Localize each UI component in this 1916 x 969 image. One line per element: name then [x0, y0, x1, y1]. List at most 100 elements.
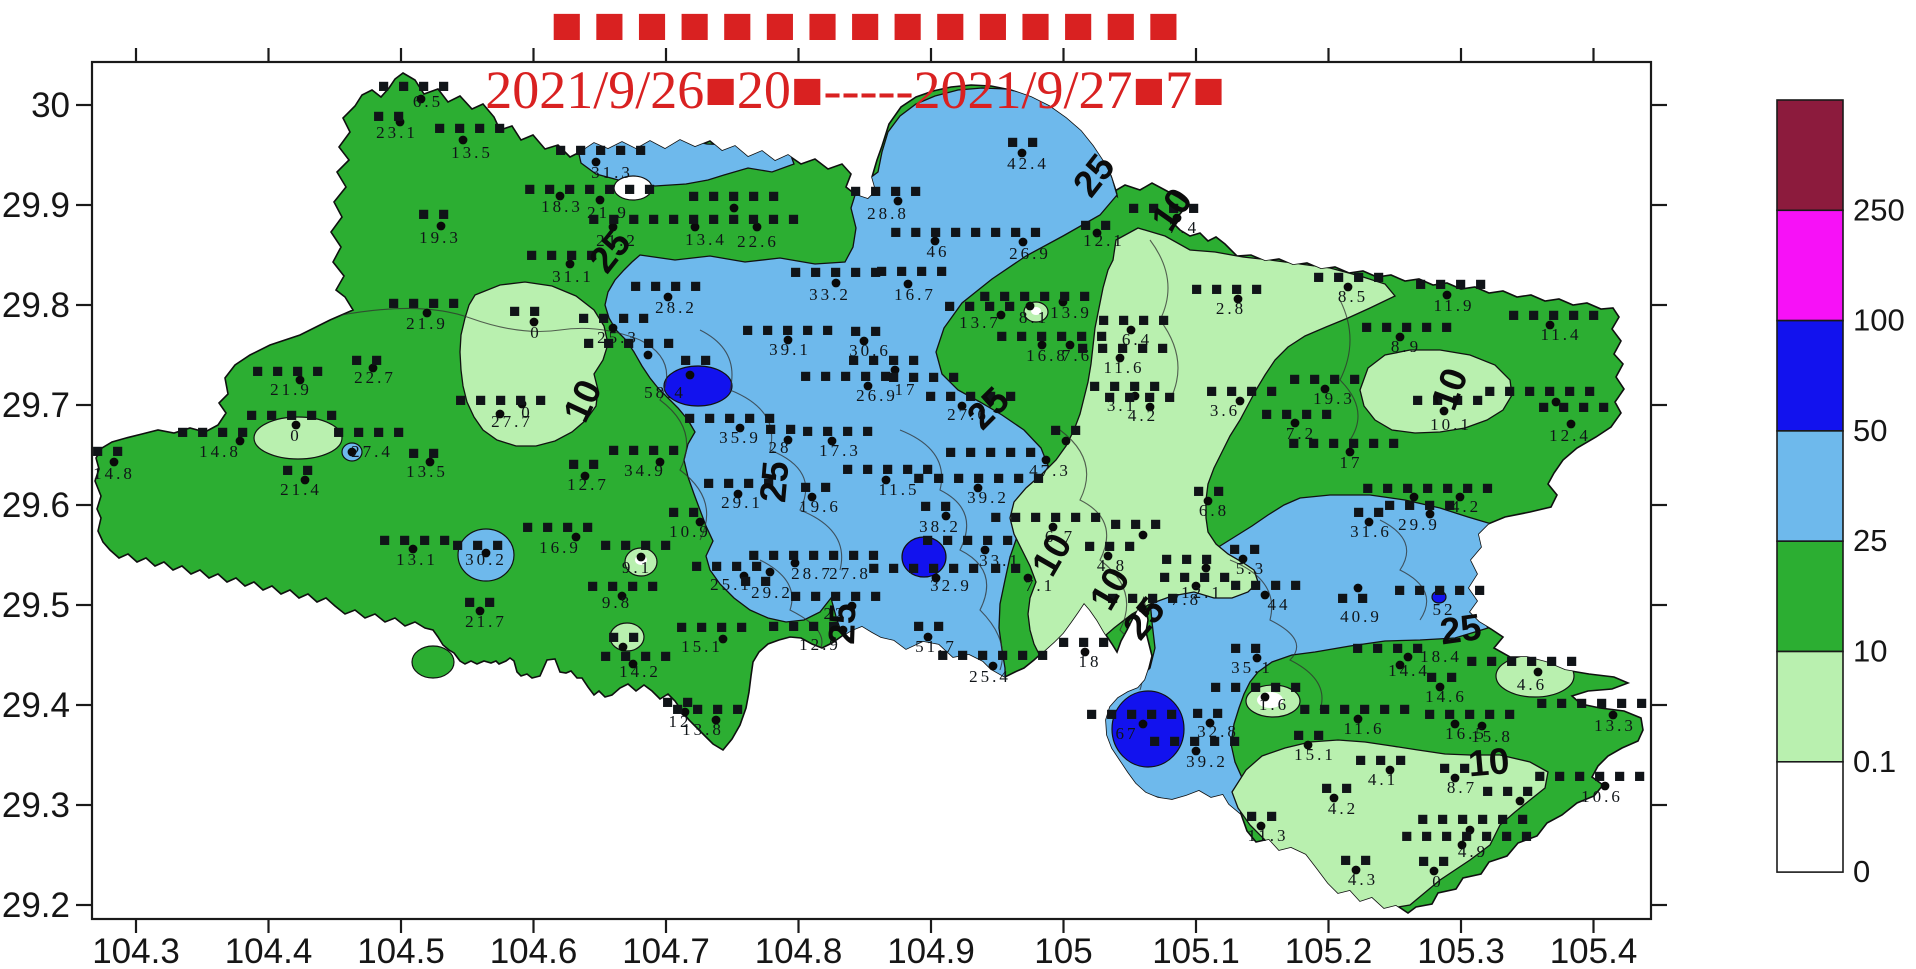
svg-text:25: 25	[1853, 523, 1887, 558]
svg-text:42.4: 42.4	[1007, 154, 1049, 173]
svg-text:■■: ■■	[351, 350, 391, 371]
svg-text:■■■■: ■■■■	[1313, 267, 1393, 288]
svg-text:34.9: 34.9	[624, 461, 666, 480]
svg-text:■■■■: ■■■■	[177, 422, 257, 443]
svg-text:7.4: 7.4	[1169, 218, 1199, 237]
svg-text:■■■■■■: ■■■■■■	[1417, 809, 1537, 830]
svg-text:■■■■: ■■■■	[1159, 567, 1239, 588]
svg-text:47.3: 47.3	[1029, 461, 1071, 480]
svg-text:■■: ■■	[418, 204, 458, 225]
svg-text:■■■■■■: ■■■■■■	[1534, 766, 1654, 787]
svg-text:29.7: 29.7	[2, 386, 70, 425]
svg-text:■■■■: ■■■■	[608, 440, 688, 461]
svg-text:104.6: 104.6	[490, 932, 578, 969]
svg-text:■■■■: ■■■■	[587, 576, 667, 597]
svg-text:■■: ■■	[740, 571, 780, 592]
svg-text:44: 44	[1268, 595, 1291, 614]
svg-text:■■■■■■: ■■■■■■	[990, 507, 1110, 528]
svg-text:■■■: ■■■	[1355, 750, 1415, 771]
svg-text:■■■■■: ■■■■■	[1077, 338, 1177, 359]
svg-text:■■■■■■: ■■■■■■	[1299, 699, 1419, 720]
svg-text:29.1: 29.1	[721, 493, 763, 512]
svg-text:25: 25	[821, 603, 863, 646]
svg-text:■■■■■: ■■■■■	[922, 530, 1022, 551]
svg-text:12: 12	[669, 712, 692, 731]
svg-text:27.6: 27.6	[947, 405, 989, 424]
svg-text:10.1: 10.1	[1430, 415, 1472, 434]
svg-text:13.1: 13.1	[396, 550, 438, 569]
svg-text:29.8: 29.8	[2, 286, 70, 325]
svg-text:14.8: 14.8	[199, 442, 241, 461]
svg-text:■■: ■■	[920, 496, 960, 517]
svg-text:14.4: 14.4	[1388, 661, 1430, 680]
svg-text:250: 250	[1853, 192, 1905, 227]
svg-text:15.1: 15.1	[681, 637, 723, 656]
svg-text:11.5: 11.5	[878, 480, 919, 499]
svg-text:12.1: 12.1	[1181, 583, 1223, 602]
svg-text:104.3: 104.3	[92, 932, 180, 969]
svg-text:35.9: 35.9	[719, 428, 761, 447]
svg-text:■■■■: ■■■■	[768, 616, 848, 637]
svg-text:50: 50	[1853, 413, 1887, 448]
svg-text:2021/9/26■20■-----2021/9/27■7■: 2021/9/26■20■-----2021/9/27■7■	[485, 60, 1224, 120]
svg-text:8.7: 8.7	[1447, 778, 1477, 797]
svg-text:■■: ■■	[1050, 420, 1090, 441]
svg-text:0: 0	[290, 426, 302, 445]
svg-text:23.1: 23.1	[376, 123, 418, 142]
svg-text:■■■■■■: ■■■■■■	[937, 645, 1057, 666]
svg-text:8.1: 8.1	[1019, 308, 1049, 327]
svg-text:■■■■: ■■■■	[379, 530, 459, 551]
svg-text:■■: ■■	[765, 419, 805, 440]
svg-text:104.8: 104.8	[755, 932, 843, 969]
svg-text:100: 100	[1853, 303, 1905, 338]
svg-text:■■: ■■	[1230, 638, 1270, 659]
svg-text:2.8: 2.8	[1216, 299, 1246, 318]
svg-text:■■■■■: ■■■■■	[583, 333, 683, 354]
svg-text:4.1: 4.1	[1368, 770, 1398, 789]
svg-text:4.2: 4.2	[1451, 497, 1481, 516]
svg-text:■■: ■■	[1340, 850, 1380, 871]
svg-text:13.3: 13.3	[1594, 716, 1636, 735]
svg-text:26.9: 26.9	[856, 386, 898, 405]
svg-text:4.2: 4.2	[1128, 406, 1158, 425]
svg-text:■■■■: ■■■■	[1289, 369, 1369, 390]
svg-text:■■: ■■	[990, 558, 1030, 579]
svg-text:14.6: 14.6	[1425, 687, 1467, 706]
svg-text:■■: ■■	[800, 477, 840, 498]
svg-text:18.4: 18.4	[1420, 647, 1462, 666]
svg-text:■■■■■■■: ■■■■■■■	[1401, 826, 1541, 847]
svg-text:9.8: 9.8	[602, 593, 632, 612]
svg-text:7.8: 7.8	[1171, 590, 1201, 609]
svg-text:■■■■■■■■■■■■■■■: ■■■■■■■■■■■■■■■	[550, 0, 1189, 55]
svg-text:■■: ■■	[1293, 725, 1333, 746]
svg-text:28.2: 28.2	[655, 298, 697, 317]
svg-text:7.2: 7.2	[1286, 424, 1316, 443]
svg-text:10.9: 10.9	[669, 522, 711, 541]
svg-text:104.5: 104.5	[357, 932, 445, 969]
svg-text:■■■■: ■■■■	[1128, 198, 1208, 219]
svg-text:■■■■: ■■■■	[888, 367, 968, 388]
svg-text:■■■■■■■: ■■■■■■■	[524, 179, 664, 200]
svg-text:22.7: 22.7	[354, 368, 396, 387]
svg-text:17.3: 17.3	[819, 441, 861, 460]
svg-text:0: 0	[1853, 854, 1870, 889]
svg-text:■■■■■■■■: ■■■■■■■■	[890, 222, 1050, 243]
svg-text:■■: ■■	[1080, 215, 1120, 236]
svg-text:12.7: 12.7	[567, 475, 609, 494]
svg-text:■■: ■■	[1418, 851, 1458, 872]
svg-text:4.3: 4.3	[1348, 870, 1378, 889]
svg-text:■■: ■■	[1007, 132, 1047, 153]
svg-text:13.8: 13.8	[682, 720, 724, 739]
svg-text:■■■■■■■■■■■: ■■■■■■■■■■■	[588, 209, 808, 230]
svg-text:10: 10	[1466, 740, 1511, 784]
svg-text:29.9: 29.9	[2, 186, 70, 225]
svg-text:■■■: ■■■	[1110, 514, 1170, 535]
svg-text:29.9: 29.9	[1398, 515, 1440, 534]
svg-text:12.1: 12.1	[1083, 231, 1125, 250]
svg-text:■■■■■: ■■■■■	[1361, 317, 1461, 338]
svg-text:11.4: 11.4	[1540, 325, 1581, 344]
svg-text:■■: ■■	[1439, 758, 1479, 779]
svg-text:10.6: 10.6	[1581, 787, 1623, 806]
svg-text:■■■■: ■■■■	[578, 308, 658, 329]
svg-text:11.6: 11.6	[1343, 719, 1384, 738]
